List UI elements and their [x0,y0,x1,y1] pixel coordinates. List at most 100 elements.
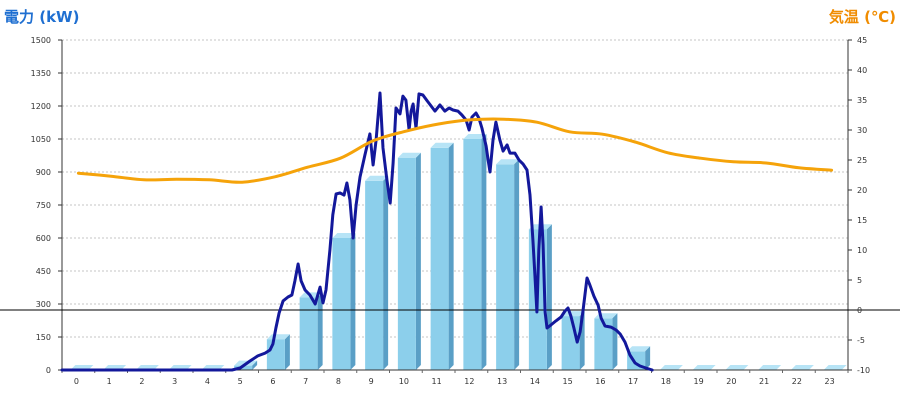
bar-front [496,164,515,370]
power-bar [332,233,356,370]
bar-top [659,365,683,370]
x-axis-tick-label: 9 [369,377,374,386]
right-axis-tick-label: 5 [857,276,862,285]
left-axis-tick-label: 1500 [31,36,51,45]
power-bar [430,142,454,370]
right-axis-tick-label: 35 [857,96,867,105]
power-bar [758,365,782,370]
x-axis-tick-label: 10 [399,377,409,386]
bar-top [790,365,814,370]
x-axis-tick-label: 15 [563,377,573,386]
power-bar [823,365,847,370]
power-bar [692,365,716,370]
bar-side [317,292,323,370]
bar-top [692,365,716,370]
bar-top [725,365,749,370]
x-axis-tick-label: 20 [726,377,736,386]
x-axis-tick-label: 12 [464,377,474,386]
power-bar [365,175,389,370]
tick-labels: 01503004506007509001050120013501500-10-5… [31,36,870,386]
bar-side [383,175,389,370]
right-axis-tick-label: 20 [857,186,867,195]
bar-top [823,365,847,370]
bar-front [365,180,384,370]
power-bar [594,313,618,370]
x-axis-tick-label: 22 [792,377,802,386]
power-bar [659,365,683,370]
x-axis-tick-label: 7 [303,377,308,386]
x-axis-tick-label: 2 [139,377,144,386]
x-axis-tick-label: 14 [530,377,540,386]
bar-top [561,311,585,317]
x-axis-tick-label: 3 [172,377,177,386]
left-axis-tick-label: 900 [36,168,51,177]
bar-side [448,142,454,370]
bar-front [299,297,318,370]
axes [0,39,900,373]
right-axis-tick-label: 15 [857,216,867,225]
bar-top [397,152,421,158]
left-axis-tick-label: 1050 [31,135,51,144]
right-axis-tick-label: 30 [857,126,867,135]
bar-side [645,346,651,370]
left-axis-tick-label: 750 [36,201,51,210]
bar-side [284,334,290,370]
x-axis-tick-label: 18 [661,377,671,386]
bar-side [612,313,618,370]
bar-front [430,147,449,370]
bar-front [332,238,351,370]
x-axis-tick-label: 6 [270,377,275,386]
bar-front [234,365,253,370]
bar-top [627,346,651,352]
gridlines [62,39,848,338]
power-bar [463,134,487,370]
x-axis-tick-label: 13 [497,377,507,386]
bar-front [266,339,285,370]
bar-side [350,233,356,370]
bar-top [463,134,487,139]
bar-side [252,360,258,370]
bar-top [430,142,454,148]
left-axis-tick-label: 1350 [31,69,51,78]
power-line [60,91,654,372]
power-bar [496,159,520,370]
left-axis-tick-label: 600 [36,234,51,243]
power-bar [725,365,749,370]
x-axis-tick-label: 19 [694,377,704,386]
x-axis-tick-label: 8 [336,377,341,386]
bar-side [546,224,552,370]
bar-side [514,159,520,370]
left-axis-tick-label: 150 [36,333,51,342]
bar-top [365,175,389,181]
power-bar [266,334,290,370]
x-axis-tick-label: 23 [825,377,835,386]
right-axis-tick-label: 25 [857,156,867,165]
right-axis-tick-label: 0 [857,306,862,315]
right-axis-tick-label: -10 [857,366,870,375]
x-axis-tick-label: 1 [107,377,112,386]
x-axis-tick-label: 0 [74,377,79,386]
x-axis-tick-label: 21 [759,377,769,386]
bar-top [332,233,356,238]
bar-side [481,134,487,370]
x-axis-tick-label: 5 [238,377,243,386]
power-bar [299,292,323,370]
bar-front [594,318,613,370]
right-axis-tick-label: 40 [857,66,867,75]
bar-front [463,139,482,370]
right-axis-tick-label: 10 [857,246,867,255]
bar-top [758,365,782,370]
right-axis-tick-label: 45 [857,36,867,45]
x-axis-tick-label: 4 [205,377,210,386]
x-axis-tick-label: 16 [595,377,605,386]
bar-front [397,157,416,370]
bar-top [496,159,520,165]
left-axis-tick-label: 300 [36,300,51,309]
bar-side [415,152,421,370]
series-lines [60,91,834,372]
power-bar [790,365,814,370]
left-axis-tick-label: 450 [36,267,51,276]
x-axis-tick-label: 11 [432,377,442,386]
left-axis-tick-label: 0 [46,366,51,375]
